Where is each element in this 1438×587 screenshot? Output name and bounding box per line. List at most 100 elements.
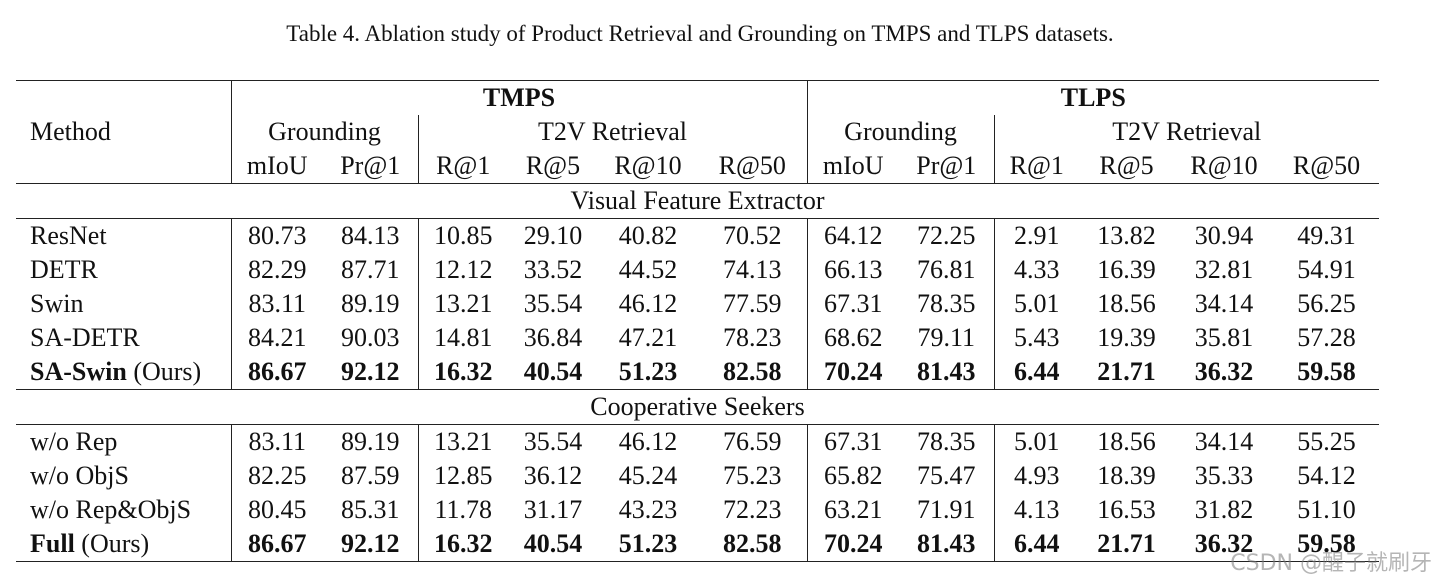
value-cell: 51.10 <box>1297 495 1356 524</box>
value-cell: 31.17 <box>523 495 583 524</box>
table-row: Swin 83.11 89.19 13.21 35.54 46.12 77.59 67.31 7… <box>16 287 1379 321</box>
value-cell: 82.58 <box>723 357 782 386</box>
subgroup-tmps-grounding: Grounding <box>230 115 418 149</box>
header-row-subgroups: Method Grounding T2V Retrieval Grounding… <box>16 115 1380 149</box>
value-cell: 49.31 <box>1274 218 1380 253</box>
table-row: ResNet 80.73 84.13 10.85 29.10 40.82 70.52 64.1… <box>16 218 1380 253</box>
value-cell: 85.31 <box>341 495 400 524</box>
value-cell: 84.21 <box>230 321 323 355</box>
value-cell: 89.19 <box>341 289 400 318</box>
header-row-groups: TMPS TLPS <box>16 80 1380 115</box>
value-cell: 30.94 <box>1174 218 1275 253</box>
value-cell: 79.11 <box>917 323 976 352</box>
value-cell: 44.52 <box>618 255 678 284</box>
value-cell: 83.11 <box>230 424 323 459</box>
method-cell: DETR <box>16 253 231 287</box>
value-cell: 18.56 <box>1097 289 1156 318</box>
table-row: w/o Rep&ObjS 80.45 85.31 11.78 31.17 43.23 72.… <box>16 493 1379 527</box>
value-cell: 46.12 <box>598 424 698 459</box>
metric-header: R@10 <box>1190 151 1258 180</box>
value-cell: 45.24 <box>618 461 678 490</box>
value-cell: 18.39 <box>1097 461 1156 490</box>
value-cell: 87.71 <box>341 255 400 284</box>
value-cell: 67.31 <box>806 287 900 321</box>
value-cell: 36.12 <box>523 461 583 490</box>
value-cell: 6.44 <box>993 527 1080 562</box>
table-row: w/o ObjS 82.25 87.59 12.85 36.12 45.24 75.23 65… <box>16 459 1379 493</box>
value-cell: 64.12 <box>806 218 900 253</box>
value-cell: 33.52 <box>523 255 583 284</box>
metric-header: Pr@1 <box>916 151 977 180</box>
metric-header: Pr@1 <box>340 151 401 180</box>
value-cell: 31.82 <box>1194 495 1254 524</box>
value-cell: 5.43 <box>993 321 1080 355</box>
table-row: SA-Swin (Ours) 86.67 92.12 16.32 40.54 51.23 8… <box>16 355 1379 390</box>
value-cell: 4.93 <box>993 459 1080 493</box>
value-cell: 81.43 <box>917 357 976 386</box>
section-title: Visual Feature Extractor <box>16 183 1380 219</box>
value-cell: 34.14 <box>1174 424 1275 459</box>
value-cell: 29.10 <box>508 218 598 253</box>
value-cell: 51.23 <box>598 527 698 562</box>
value-cell: 6.44 <box>993 355 1080 390</box>
method-cell: Full (Ours) <box>16 527 231 562</box>
value-cell: 5.01 <box>993 424 1080 459</box>
value-cell: 78.23 <box>723 323 782 352</box>
metric-header: R@1 <box>417 149 508 184</box>
value-cell: 75.47 <box>917 461 976 490</box>
table-row: Full (Ours) 86.67 92.12 16.32 40.54 51.23 82.5… <box>16 527 1380 562</box>
value-cell: 84.13 <box>323 218 418 253</box>
metric-header: R@50 <box>718 151 786 180</box>
subgroup-tmps-retrieval: T2V Retrieval <box>417 115 808 149</box>
value-cell: 81.43 <box>899 527 995 562</box>
ablation-table: TMPS TLPS Method Grounding T2V Retrieval… <box>16 80 1380 562</box>
value-cell: 67.31 <box>806 424 900 459</box>
method-cell: SA-DETR <box>16 321 231 355</box>
value-cell: 35.54 <box>508 424 598 459</box>
value-cell: 66.13 <box>806 253 900 287</box>
method-name: w/o Rep <box>30 427 118 456</box>
metric-header: R@1 <box>993 149 1080 184</box>
metric-header: R@50 <box>1292 151 1361 180</box>
value-cell: 10.85 <box>417 218 508 253</box>
method-name: SA-DETR <box>30 323 140 352</box>
value-cell: 51.23 <box>618 357 678 386</box>
value-cell: 86.67 <box>230 355 323 390</box>
value-cell: 90.03 <box>341 323 400 352</box>
value-cell: 16.32 <box>417 355 508 390</box>
metric-header: mIoU <box>806 149 900 184</box>
value-cell: 21.71 <box>1079 527 1175 562</box>
value-cell: 68.62 <box>806 321 900 355</box>
group-tlps: TLPS <box>806 80 1380 115</box>
value-cell: 13.21 <box>417 424 508 459</box>
value-cell: 78.35 <box>899 424 995 459</box>
value-cell: 40.54 <box>523 357 583 386</box>
section-row: Cooperative Seekers <box>16 389 1380 425</box>
value-cell: 80.45 <box>230 493 323 527</box>
method-cell: w/o Rep&ObjS <box>16 493 231 527</box>
value-cell: 36.32 <box>1174 527 1275 562</box>
value-cell: 35.33 <box>1194 461 1254 490</box>
value-cell: 78.35 <box>917 289 976 318</box>
value-cell: 2.91 <box>993 218 1080 253</box>
value-cell: 89.19 <box>323 424 418 459</box>
value-cell: 18.56 <box>1079 424 1175 459</box>
method-header: Method <box>30 117 111 146</box>
value-cell: 46.12 <box>618 289 678 318</box>
value-cell: 92.12 <box>341 357 400 386</box>
table-caption: Table 4. Ablation study of Product Retri… <box>286 21 1114 46</box>
table-row: SA-DETR 84.21 90.03 14.81 36.84 47.21 78.23 68.… <box>16 321 1379 355</box>
value-cell: 56.25 <box>1297 289 1356 318</box>
metric-header: mIoU <box>230 149 323 184</box>
value-cell: 36.84 <box>523 323 583 352</box>
method-cell: SA-Swin (Ours) <box>16 355 231 390</box>
value-cell: 86.67 <box>230 527 323 562</box>
method-name: Full <box>30 529 75 558</box>
method-name: DETR <box>30 255 98 284</box>
group-tmps: TMPS <box>230 80 808 115</box>
method-suffix: (Ours) <box>74 529 150 558</box>
value-cell: 43.23 <box>618 495 678 524</box>
subgroup-tlps-retrieval: T2V Retrieval <box>993 115 1380 149</box>
value-cell: 16.39 <box>1097 255 1156 284</box>
value-cell: 55.25 <box>1274 424 1380 459</box>
